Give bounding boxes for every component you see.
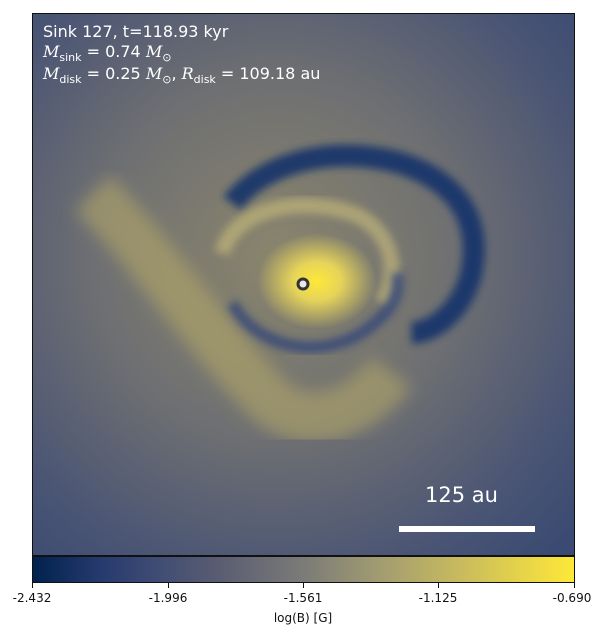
colorbar-tick-label: -1.561 (283, 591, 323, 605)
dark-arm-inner (226, 271, 404, 354)
colorbar-tick (574, 583, 575, 588)
colorbar-tick-label: -1.125 (418, 591, 458, 605)
colorbar-tick-label: -0.690 (552, 591, 592, 605)
colorbar-tick (168, 583, 169, 588)
colorbar-tick-label: -1.996 (148, 591, 188, 605)
sink-time-label: Sink 127, t=118.93 kyr (43, 22, 229, 41)
disk-mass-radius-label: Mdisk = 0.25 M⊙, Rdisk = 109.18 au (43, 64, 321, 87)
colorbar-label: log(B) [G] (273, 611, 333, 625)
light-arm-inner (214, 197, 400, 308)
dark-arm-outer (223, 144, 485, 344)
colorbar-tick (32, 583, 33, 588)
colorbar (32, 556, 575, 583)
sink-mass-label: Msink = 0.74 M⊙ (43, 42, 172, 65)
field-image (33, 14, 574, 555)
colorbar-tick (438, 583, 439, 588)
scale-bar-label: 125 au (425, 483, 498, 507)
yellow-arm (75, 175, 412, 442)
bright-core (257, 233, 377, 329)
scale-bar (399, 526, 535, 532)
magnetic-field-map: Sink 127, t=118.93 kyr Msink = 0.74 M⊙ M… (32, 13, 575, 556)
colorbar-tick-label: -2.432 (12, 591, 52, 605)
sink-marker (296, 277, 310, 291)
colorbar-tick (303, 583, 304, 588)
